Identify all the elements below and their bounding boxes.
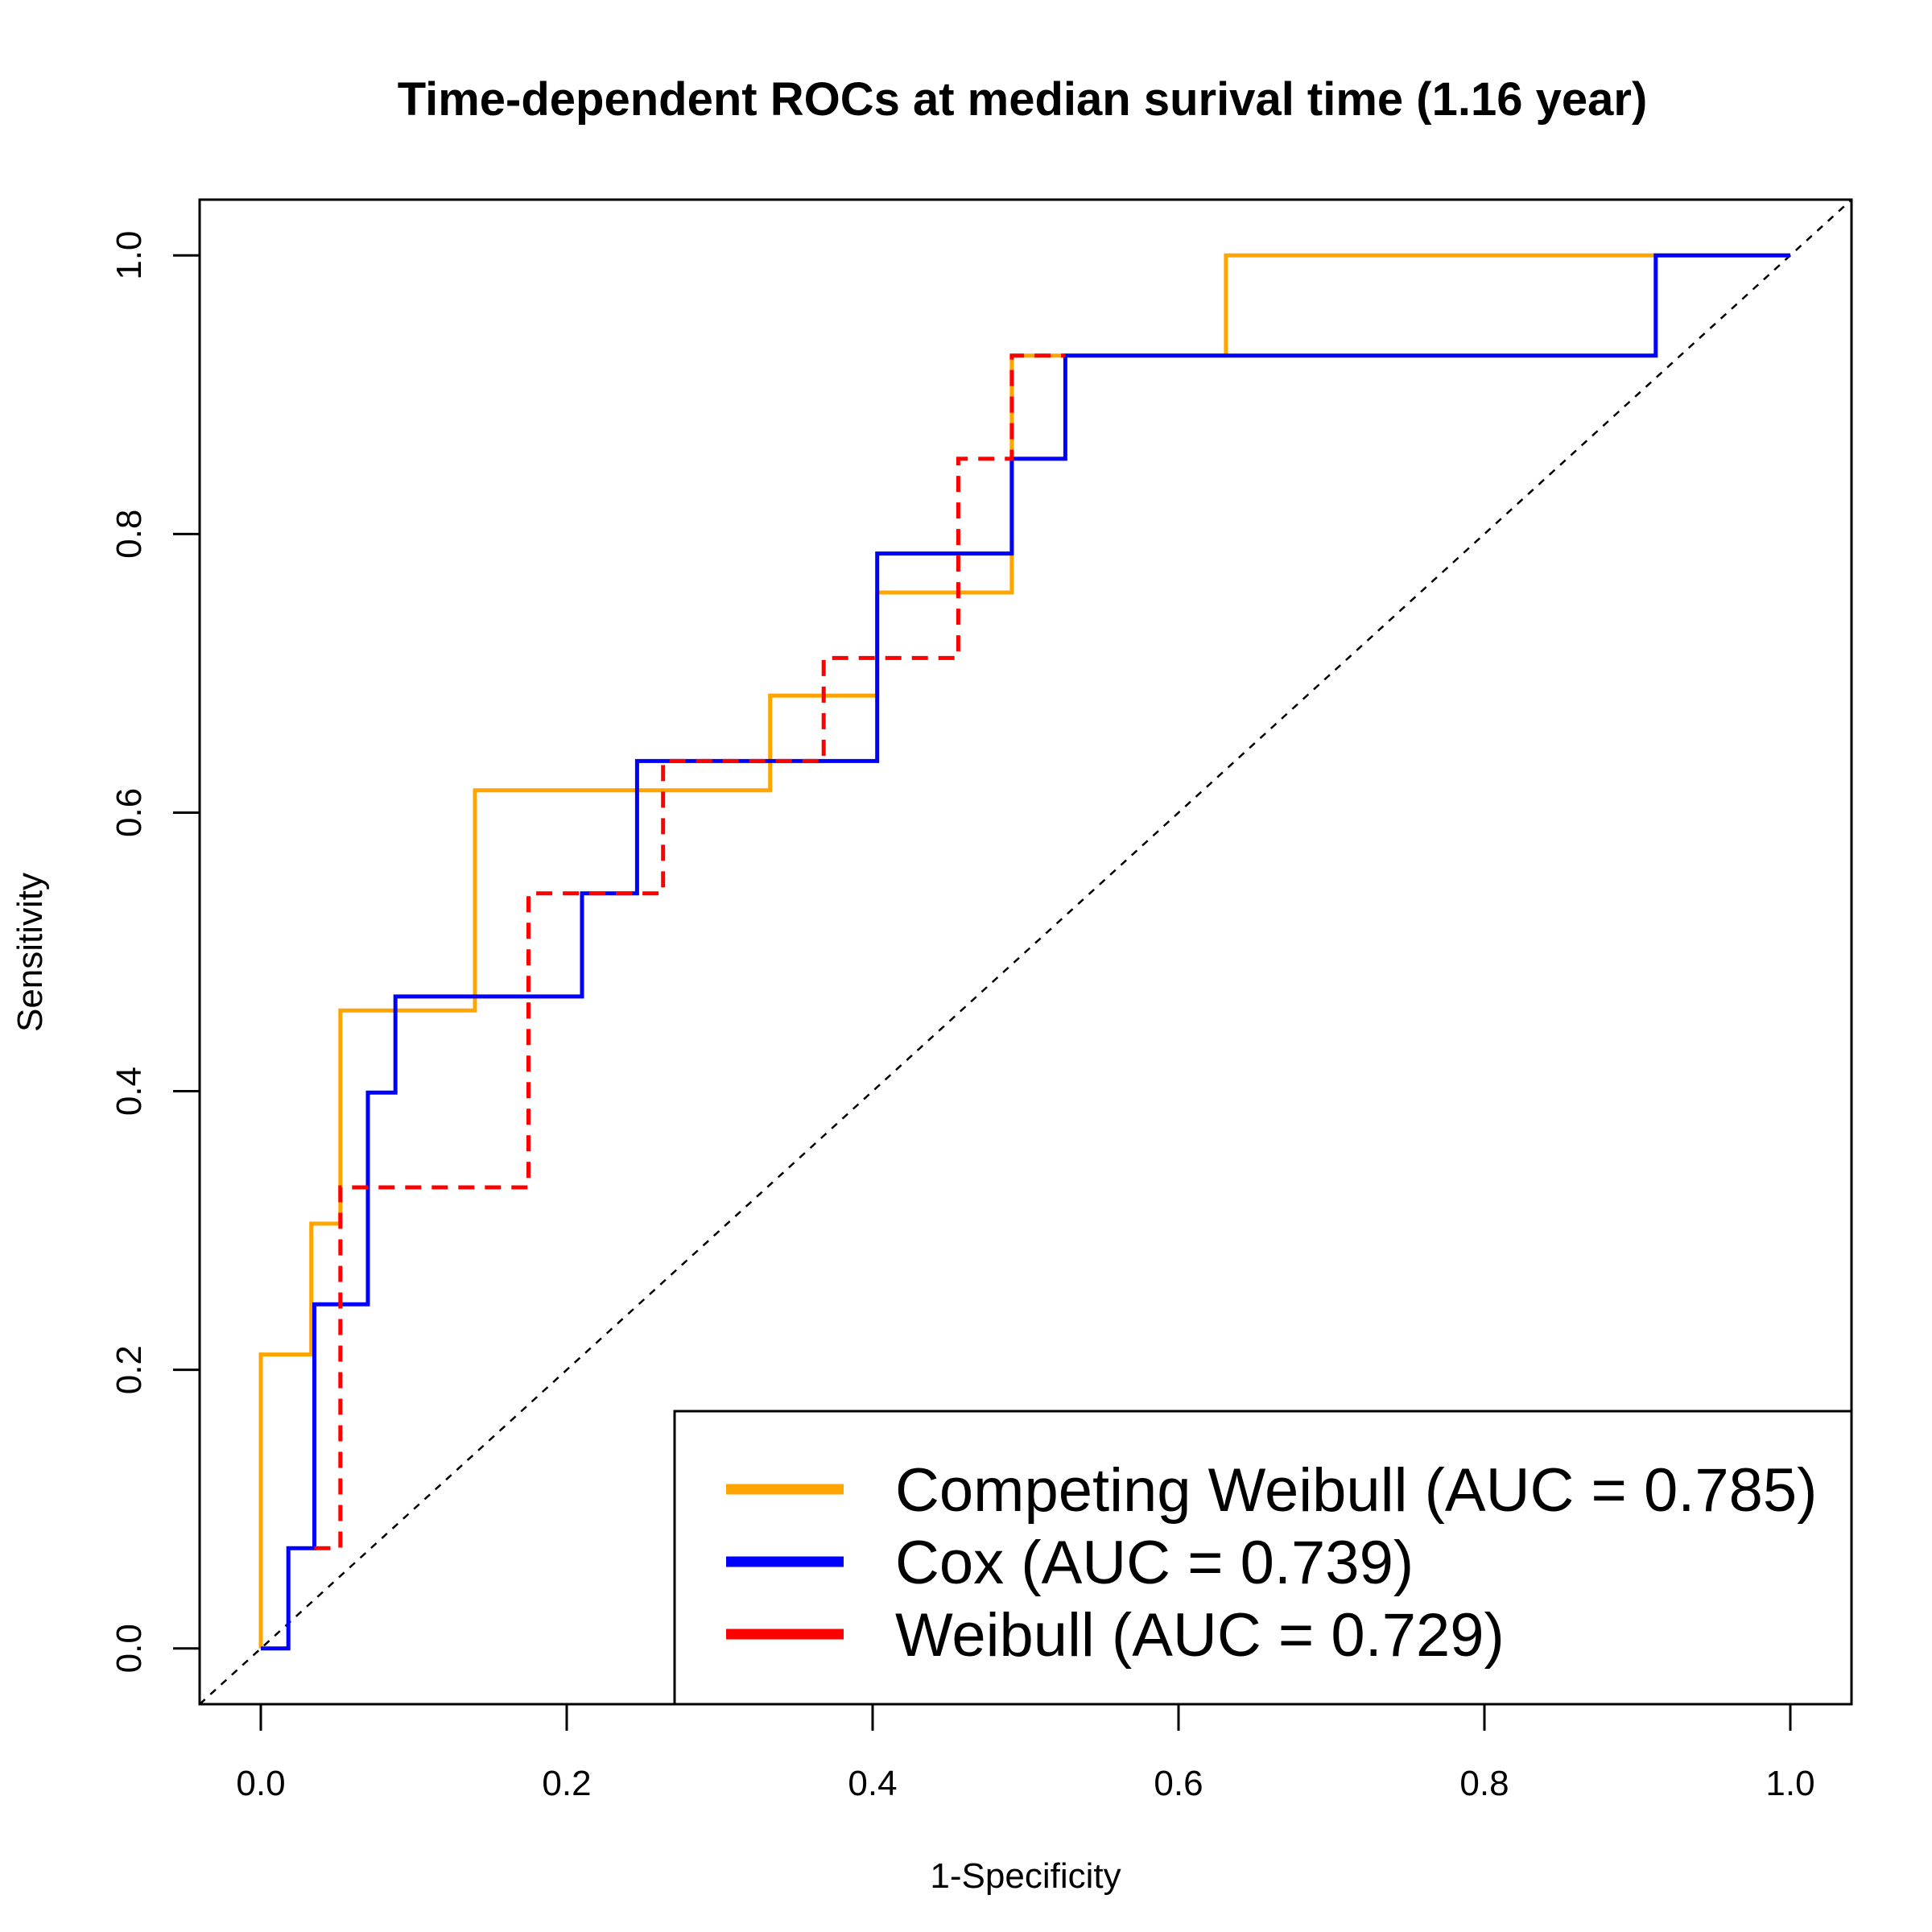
- reference-diagonal: [199, 199, 1852, 1705]
- y-axis-label: Sensitivity: [10, 873, 50, 1032]
- x-tick-label: 0.8: [1459, 1764, 1509, 1803]
- y-tick-label: 0.0: [109, 1624, 149, 1673]
- x-tick-label: 1.0: [1765, 1764, 1814, 1803]
- y-axis: 0.0 0.2 0.4 0.6 0.8 1.0: [109, 231, 201, 1673]
- x-tick-label: 0.0: [236, 1764, 285, 1803]
- y-tick-label: 0.2: [109, 1345, 149, 1394]
- legend-box: [673, 1410, 1853, 1706]
- plot-area: [199, 199, 1852, 1705]
- x-axis: 0.0 0.2 0.4 0.6 0.8 1.0: [236, 1703, 1815, 1803]
- legend-label-competing-weibull: Competing Weibull (AUC = 0.785): [895, 1456, 1817, 1525]
- x-tick-label: 0.4: [848, 1764, 897, 1803]
- series-line-cox: [261, 253, 1790, 1651]
- y-tick-label: 1.0: [109, 231, 149, 280]
- legend-label-cox: Cox (AUC = 0.739): [895, 1529, 1414, 1597]
- series-line-weibull: [314, 353, 1066, 1550]
- x-tick-label: 0.2: [542, 1764, 591, 1803]
- legend-label-weibull: Weibull (AUC = 0.729): [895, 1601, 1505, 1670]
- y-tick-label: 0.6: [109, 788, 149, 837]
- x-axis-label: 1-Specificity: [930, 1856, 1121, 1896]
- y-tick-label: 0.4: [109, 1067, 149, 1116]
- x-tick-label: 0.6: [1154, 1764, 1203, 1803]
- y-tick-label: 0.8: [109, 510, 149, 559]
- chart-title: Time-dependent ROCs at median surival ti…: [398, 73, 1648, 126]
- legend: Competing Weibull (AUC = 0.785)Cox (AUC …: [673, 1410, 1853, 1706]
